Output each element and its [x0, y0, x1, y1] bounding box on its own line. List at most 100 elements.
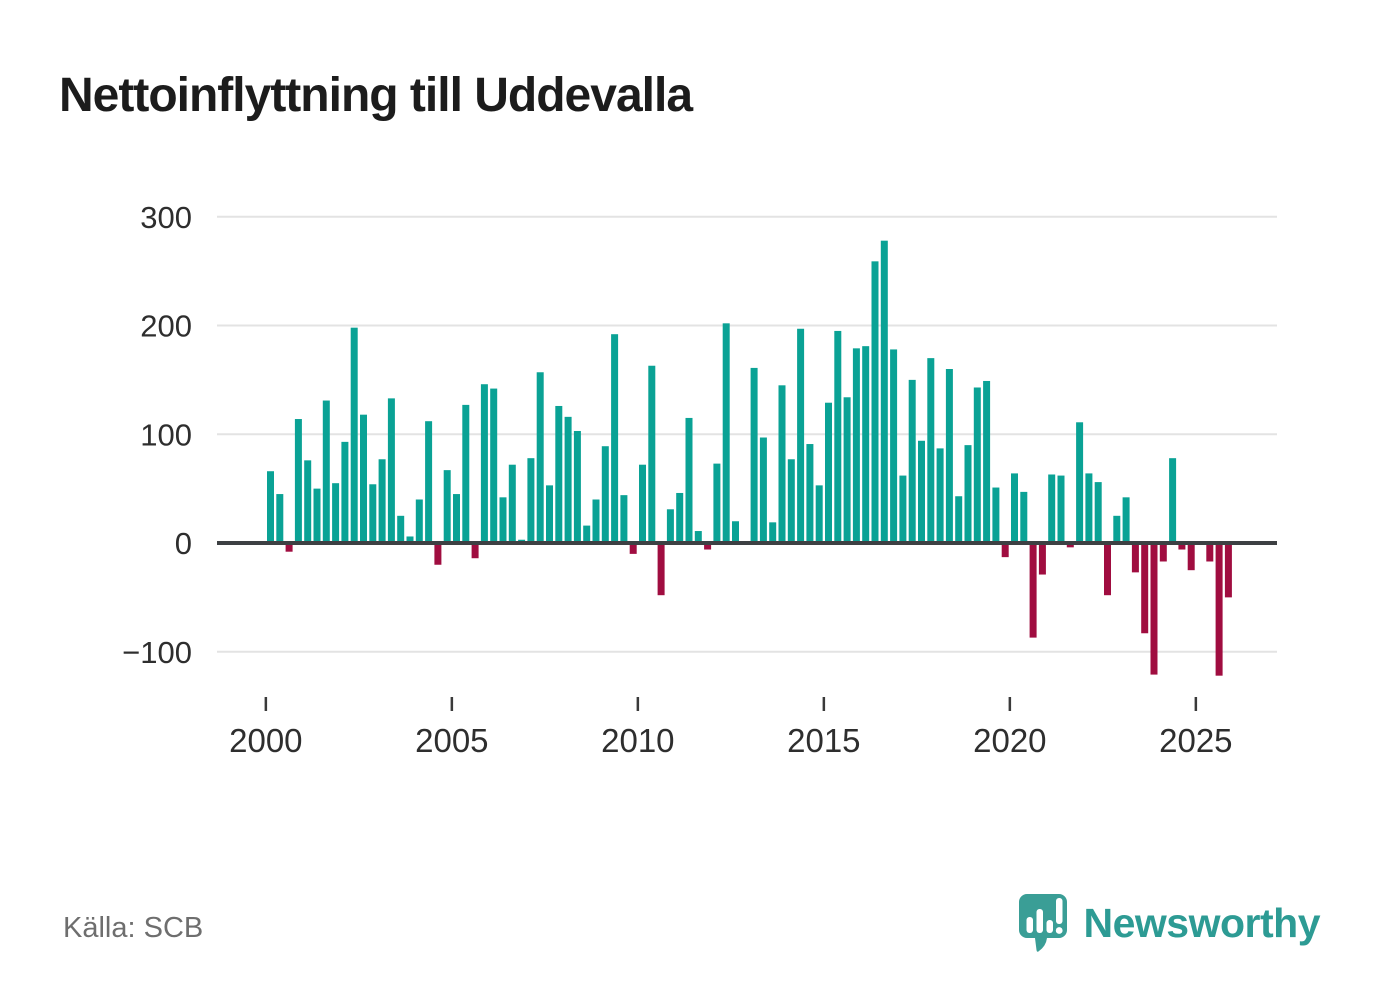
x-axis-label-2000: 2000 — [229, 722, 302, 759]
bar-2010Q1 — [639, 464, 646, 543]
bar-2018Q3 — [955, 496, 963, 543]
bar-2017Q3 — [918, 440, 925, 543]
bar-2019Q1 — [973, 387, 981, 543]
bar-2015Q4 — [852, 348, 860, 543]
bar-2004Q4 — [443, 470, 451, 543]
bar-2008Q3 — [583, 525, 591, 543]
bar-2022Q3 — [1104, 543, 1111, 596]
bar-2003Q4 — [406, 536, 414, 543]
bar-2004Q1 — [415, 499, 423, 543]
bar-2019Q2 — [983, 380, 991, 543]
bar-2002Q1 — [341, 441, 349, 543]
y-axis-label--100: −100 — [122, 635, 192, 670]
bar-2009Q1 — [601, 446, 609, 543]
bar-2015Q3 — [843, 397, 851, 543]
bar-2011Q2 — [685, 417, 693, 543]
bar-2000Q2 — [276, 494, 284, 543]
y-axis-label-100: 100 — [140, 417, 192, 452]
bar-2014Q1 — [787, 459, 795, 543]
bar-2014Q3 — [806, 444, 814, 543]
bar-2003Q3 — [397, 515, 405, 543]
bar-2012Q3 — [732, 521, 739, 543]
bar-2018Q2 — [945, 369, 953, 543]
bar-2005Q1 — [453, 494, 460, 543]
bar-2016Q2 — [871, 261, 879, 543]
bar-2010Q4 — [666, 509, 674, 543]
bar-2024Q1 — [1159, 543, 1167, 562]
bar-2016Q1 — [862, 346, 870, 543]
bar-2005Q2 — [462, 404, 470, 543]
bar-2015Q1 — [825, 402, 832, 543]
footer: Källa: SCB Newsworthy — [0, 894, 1382, 961]
bar-2019Q3 — [992, 487, 1000, 543]
bar-2007Q3 — [546, 485, 553, 543]
bar-2006Q1 — [490, 388, 498, 543]
x-axis-label-2020: 2020 — [973, 722, 1046, 759]
x-axis-label-2025: 2025 — [1159, 722, 1232, 759]
bar-2011Q4 — [704, 543, 712, 550]
bar-2001Q1 — [304, 460, 312, 543]
bar-2023Q4 — [1150, 543, 1158, 675]
newsworthy-wordmark: Newsworthy — [1083, 899, 1321, 946]
bar-2013Q4 — [778, 385, 786, 543]
bar-2021Q1 — [1048, 474, 1056, 543]
bar-2002Q3 — [360, 414, 367, 543]
bar-2001Q4 — [332, 483, 340, 543]
bar-2013Q2 — [759, 437, 767, 543]
bar-2020Q2 — [1020, 491, 1028, 543]
bar-2004Q3 — [434, 543, 442, 565]
page-title: Nettoinflyttning till Uddevalla — [59, 69, 693, 122]
bar-2013Q1 — [750, 367, 758, 543]
x-axis-label-2010: 2010 — [601, 722, 674, 759]
bar-2024Q2 — [1169, 458, 1177, 543]
bar-2007Q2 — [536, 372, 544, 543]
x-axis-label-2005: 2005 — [415, 722, 488, 759]
bar-2000Q3 — [285, 543, 293, 552]
bar-2005Q4 — [480, 384, 488, 543]
bar-2006Q2 — [499, 497, 507, 543]
bar-2023Q2 — [1131, 543, 1139, 573]
bar-2018Q4 — [964, 445, 972, 543]
bar-2016Q3 — [880, 240, 888, 544]
bar-2003Q2 — [387, 398, 395, 543]
y-axis-label-0: 0 — [175, 526, 192, 561]
bar-2025Q3 — [1215, 543, 1223, 676]
bar-2008Q1 — [564, 416, 572, 543]
bar-2022Q2 — [1094, 482, 1102, 543]
bar-chart-speech-bubble-icon — [1018, 894, 1067, 952]
bar-2010Q3 — [657, 543, 665, 596]
bar-2006Q3 — [508, 464, 516, 543]
bar-2021Q4 — [1076, 422, 1084, 543]
bar-2023Q1 — [1122, 497, 1130, 543]
bar-2010Q2 — [648, 365, 656, 543]
bar-2007Q4 — [555, 405, 563, 543]
source-label: Källa: SCB — [63, 912, 204, 944]
bar-2025Q4 — [1224, 543, 1232, 598]
bar-2022Q1 — [1085, 473, 1093, 543]
y-axis-label-200: 200 — [140, 309, 192, 344]
bar-2000Q4 — [294, 419, 302, 543]
bar-2009Q3 — [620, 495, 628, 543]
bar-2008Q4 — [592, 499, 600, 543]
bar-2001Q3 — [322, 400, 330, 543]
bar-2020Q1 — [1011, 473, 1018, 543]
bar-2015Q2 — [834, 330, 842, 543]
bar-2017Q4 — [927, 358, 935, 543]
bar-2002Q4 — [369, 484, 377, 543]
bar-2014Q2 — [797, 328, 805, 543]
bar-2014Q4 — [815, 485, 823, 543]
bar-2020Q4 — [1038, 543, 1046, 575]
bar-2017Q1 — [899, 475, 907, 543]
bar-2012Q1 — [713, 463, 721, 543]
bar-2023Q3 — [1141, 543, 1149, 634]
x-axis-label-2015: 2015 — [787, 722, 860, 759]
bar-2020Q3 — [1029, 543, 1037, 638]
bar-2025Q2 — [1206, 543, 1214, 562]
bar-2008Q2 — [573, 430, 581, 543]
bar-2009Q4 — [629, 543, 637, 554]
bar-2024Q3 — [1178, 543, 1186, 550]
bar-2011Q3 — [694, 531, 702, 543]
bar-2011Q1 — [676, 492, 684, 543]
